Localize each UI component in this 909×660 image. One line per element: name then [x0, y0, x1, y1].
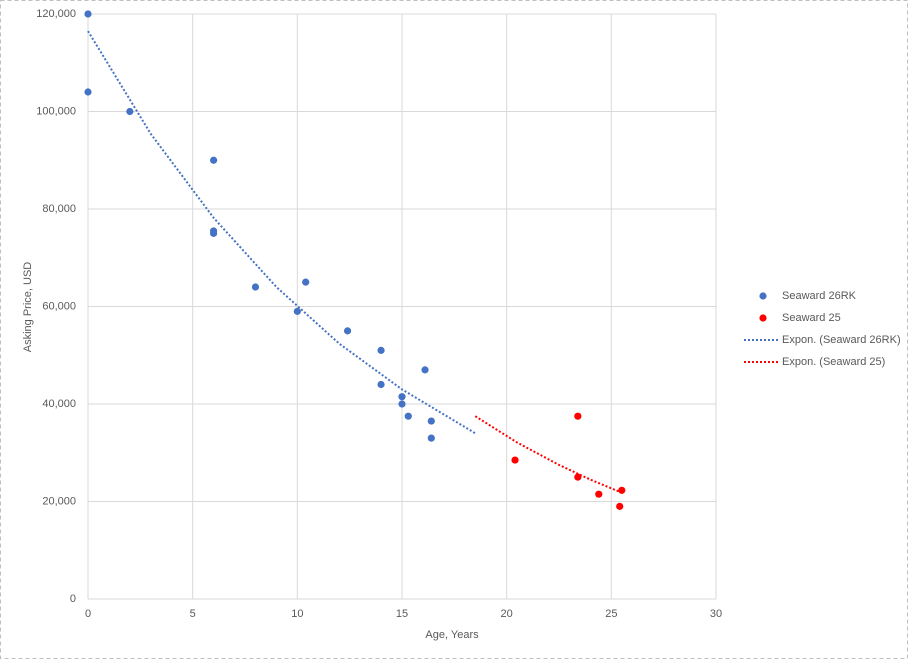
data-point: [398, 393, 406, 401]
data-point: [293, 307, 301, 315]
data-point: [427, 434, 435, 442]
y-tick-label: 100,000: [36, 105, 76, 117]
data-point: [210, 156, 218, 164]
legend-marker: [759, 314, 767, 322]
data-point: [595, 490, 603, 498]
legend-label: Seaward 25: [782, 312, 841, 324]
x-tick-label: 30: [710, 608, 722, 620]
y-tick-label: 40,000: [42, 398, 76, 410]
data-point: [574, 412, 582, 420]
data-point: [343, 327, 352, 335]
y-tick-label: 80,000: [42, 203, 76, 215]
y-tick-label: 0: [70, 593, 76, 605]
data-point: [421, 366, 429, 374]
trendline: [474, 415, 623, 494]
data-point: [302, 278, 310, 286]
legend-label: Seaward 26RK: [782, 290, 857, 302]
legend-label: Expon. (Seaward 26RK): [782, 334, 901, 346]
data-point: [84, 10, 92, 18]
x-tick-label: 0: [85, 608, 91, 620]
x-tick-label: 15: [396, 608, 408, 620]
legend-marker: [759, 292, 767, 300]
x-tick-label: 25: [605, 608, 617, 620]
data-point: [251, 283, 260, 291]
data-point: [377, 380, 385, 389]
data-point: [574, 473, 582, 481]
x-tick-label: 20: [501, 608, 513, 620]
x-axis-title: Age, Years: [425, 629, 479, 641]
x-tick-label: 5: [190, 608, 196, 620]
data-point: [618, 486, 626, 494]
y-tick-label: 60,000: [42, 300, 76, 312]
data-point: [377, 346, 385, 354]
data-point: [427, 417, 435, 425]
legend-label: Expon. (Seaward 25): [782, 356, 885, 368]
data-point: [84, 88, 92, 96]
y-tick-label: 120,000: [36, 8, 76, 20]
data-point: [616, 502, 624, 510]
data-point: [126, 107, 134, 116]
y-tick-label: 20,000: [42, 495, 76, 507]
data-point: [511, 456, 519, 464]
data-point: [210, 229, 218, 237]
data-point: [404, 412, 412, 420]
x-tick-label: 10: [291, 608, 303, 620]
y-axis-title: Asking Price, USD: [22, 262, 34, 353]
data-point: [398, 400, 406, 408]
trendline: [87, 30, 476, 435]
